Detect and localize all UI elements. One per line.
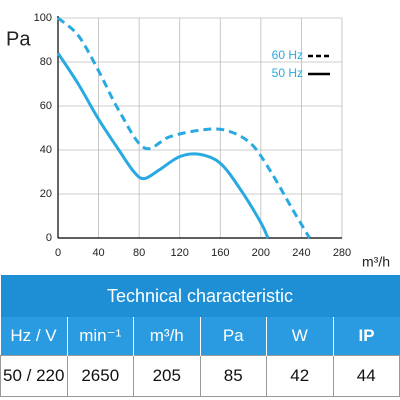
legend-label: 60 Hz xyxy=(272,48,303,62)
y-axis-label: Pa xyxy=(6,28,31,50)
x-tick-label: 80 xyxy=(133,247,145,259)
table-title: Technical characteristic xyxy=(0,275,400,317)
y-tick-label: 20 xyxy=(40,188,52,200)
x-tick-label: 0 xyxy=(55,247,61,259)
table-cell: min⁻¹ xyxy=(66,317,134,356)
x-tick-label: 160 xyxy=(211,247,229,259)
table-cell: Hz / V xyxy=(0,317,67,356)
series-line xyxy=(57,16,311,239)
y-tick-label: 80 xyxy=(40,56,52,68)
legend-label: 50 Hz xyxy=(272,66,303,80)
x-tick-label: 280 xyxy=(333,247,351,259)
y-tick-label: 40 xyxy=(40,144,52,156)
y-tick-label: 0 xyxy=(46,232,52,244)
table-cell: IP xyxy=(332,317,400,356)
x-tick-label: 120 xyxy=(171,247,189,259)
table-cell: Pa xyxy=(199,317,267,356)
y-tick-label: 100 xyxy=(34,12,52,24)
x-axis-label: m³/h xyxy=(362,254,390,270)
series-line xyxy=(56,52,270,239)
table-cell: 205 xyxy=(133,355,201,397)
table-cell: 85 xyxy=(199,355,267,397)
table-cell: 2650 xyxy=(66,355,134,397)
table-cell: 44 xyxy=(332,355,400,397)
y-tick-label: 60 xyxy=(40,100,52,112)
table-cell: 42 xyxy=(266,355,334,397)
table-cell: m³/h xyxy=(133,317,200,356)
x-tick-label: 240 xyxy=(292,247,310,259)
chart: Pa m³/h 0 20 40 60 80 100 0 40 80 120 160 200 240 280… xyxy=(6,12,390,270)
table-cell: 50 / 220 xyxy=(0,355,68,397)
x-tick-label: 40 xyxy=(92,247,104,259)
table-cell: W xyxy=(266,317,333,356)
x-tick-label: 200 xyxy=(252,247,270,259)
